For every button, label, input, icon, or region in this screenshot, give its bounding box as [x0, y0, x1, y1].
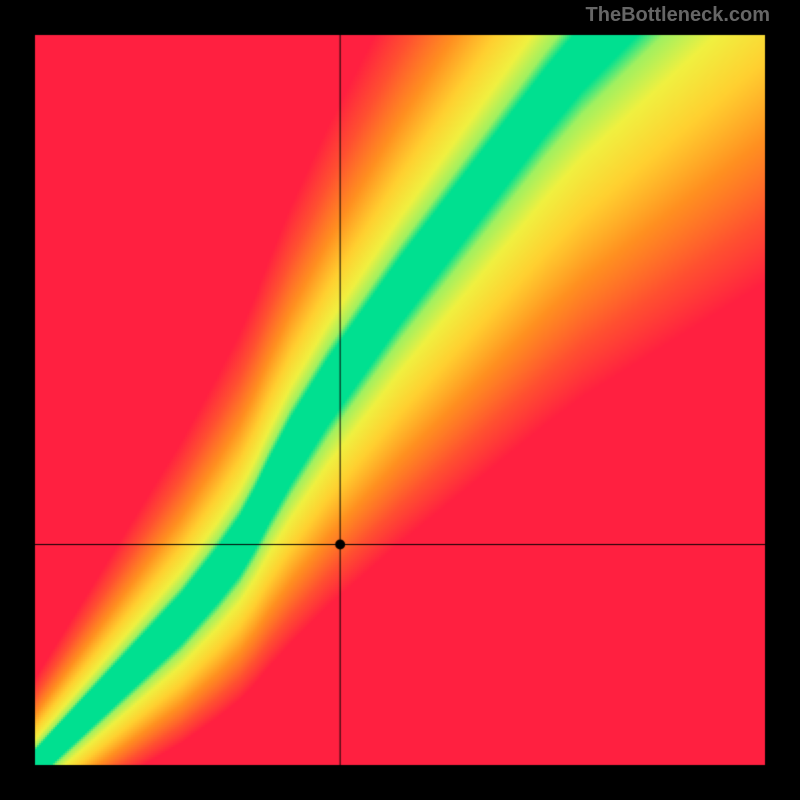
watermark-text: TheBottleneck.com — [586, 4, 770, 27]
chart-container: TheBottleneck.com — [0, 0, 800, 800]
bottleneck-heatmap-canvas — [0, 0, 800, 800]
